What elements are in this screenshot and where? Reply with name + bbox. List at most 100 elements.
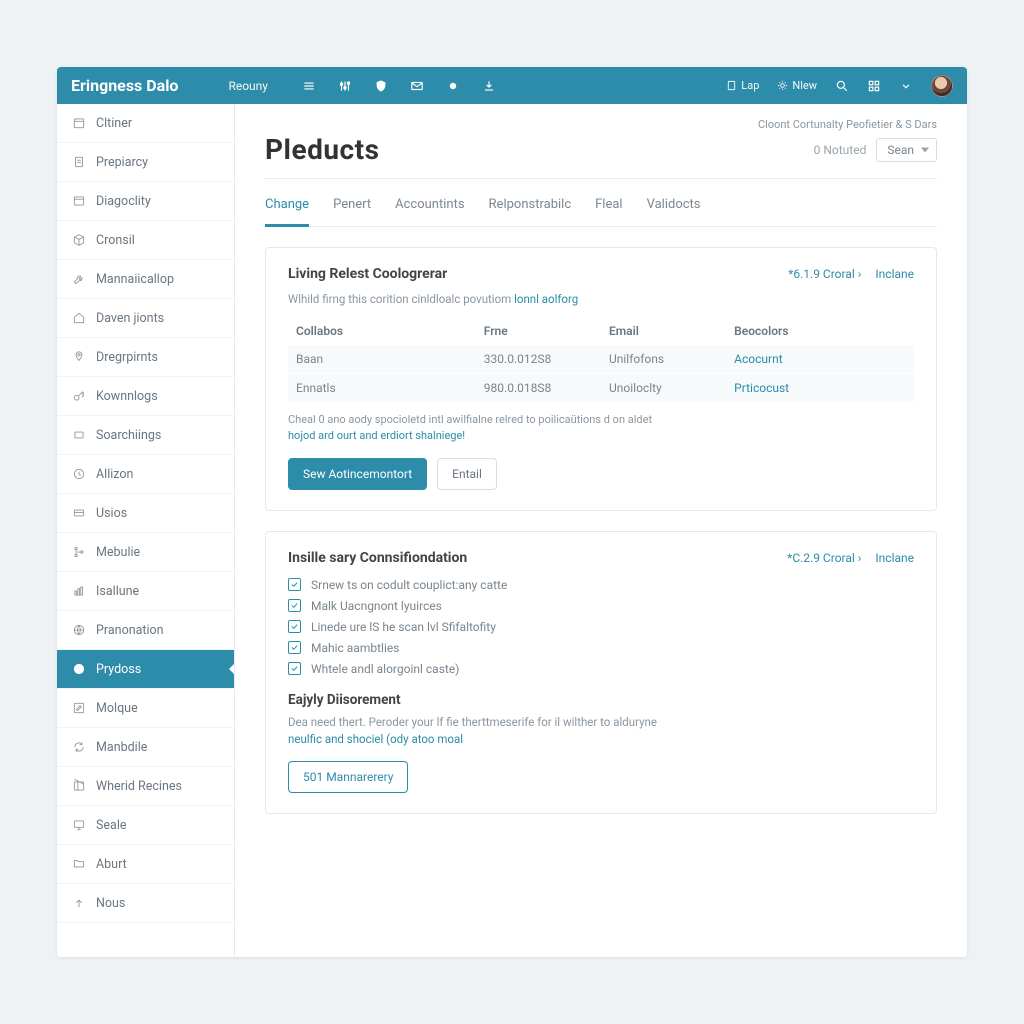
chevron-down-icon[interactable]: [899, 79, 913, 93]
rect-icon: [71, 428, 86, 443]
table-icon: [71, 779, 86, 794]
card1-title: Living Relest Coologrerar: [288, 266, 447, 282]
sidebar-item-diagoclity[interactable]: Diagoclity: [57, 182, 234, 221]
sidebar: Cltiner Prepiarcy Diagoclity Cronsil Man…: [57, 104, 235, 957]
page-title: Pleducts: [265, 133, 379, 166]
menu-icon[interactable]: [302, 79, 316, 93]
tab-relponstrabilc[interactable]: Relponstrabilc: [489, 183, 572, 227]
card1-note-link[interactable]: hojod ard ourt and erdiort shalniege!: [288, 429, 465, 442]
card2-subtext: Dea need thert. Peroder your lf fie ther…: [288, 714, 914, 747]
check-item: Srnew ts on codult couplict:any catte: [288, 578, 914, 592]
sidebar-item-aburt[interactable]: Aburt: [57, 845, 234, 884]
sidebar-item-isallune[interactable]: Isallune: [57, 572, 234, 611]
checkbox[interactable]: [288, 599, 301, 612]
card1-inclane-link[interactable]: Inclane: [875, 267, 914, 281]
card2-meta: *C.2.9 Croral › Inclane: [787, 551, 914, 565]
sew-aotincemontort-button[interactable]: Sew Aotincemontort: [288, 458, 427, 490]
tab-fleal[interactable]: Fleal: [595, 183, 622, 227]
sidebar-item-allizon[interactable]: Allizon: [57, 455, 234, 494]
search-icon[interactable]: [835, 79, 849, 93]
tab-accountints[interactable]: Accountints: [395, 183, 464, 227]
calendar-icon: [71, 116, 86, 131]
sidebar-item-cltiner[interactable]: Cltiner: [57, 104, 234, 143]
globe-icon: [71, 623, 86, 638]
mannarerery-button[interactable]: 501 Mannarerery: [288, 761, 408, 793]
tab-change[interactable]: Change: [265, 183, 309, 227]
checkbox[interactable]: [288, 641, 301, 654]
card2-header: Insille sary Connsifiondation *C.2.9 Cro…: [288, 550, 914, 566]
download-icon[interactable]: [482, 79, 496, 93]
edit-icon: [71, 701, 86, 716]
window-icon: [71, 194, 86, 209]
shield-icon[interactable]: [374, 79, 388, 93]
avatar[interactable]: [931, 75, 953, 97]
entail-button[interactable]: Entail: [437, 458, 497, 490]
row1-link[interactable]: Prticocust: [726, 374, 914, 403]
sidebar-item-nous[interactable]: Nous: [57, 884, 234, 923]
tabs: Change Penert Accountints Relponstrabilc…: [265, 183, 937, 227]
sidebar-item-mebulie[interactable]: Mebulie: [57, 533, 234, 572]
sidebar-item-usios[interactable]: Usios: [57, 494, 234, 533]
circle-icon[interactable]: [446, 79, 460, 93]
checkbox[interactable]: [288, 620, 301, 633]
col-beocolors: Beocolors: [726, 318, 914, 345]
table-row: Baan 330.0.012S8 Unilfofons Acocurnt: [288, 345, 914, 374]
card2-inclane-link[interactable]: Inclane: [875, 551, 914, 565]
card2-stat: *C.2.9 Croral ›: [787, 551, 861, 565]
col-email: Email: [601, 318, 726, 345]
sidebar-item-mannaiicallop[interactable]: Mannaiicallop: [57, 260, 234, 299]
key-icon: [71, 389, 86, 404]
check-item: Malk Uacngnont lyuirces: [288, 599, 914, 613]
card1-buttons: Sew Aotincemontort Entail: [288, 458, 914, 490]
wrench-icon: [71, 272, 86, 287]
col-collabos: Collabos: [288, 318, 476, 345]
up-icon: [71, 896, 86, 911]
sidebar-item-seale[interactable]: Seale: [57, 806, 234, 845]
main-content: Cloont Cortunalty Peofietier & S Dars Pl…: [235, 104, 967, 957]
card-insille-sary: Insille sary Connsifiondation *C.2.9 Cro…: [265, 531, 937, 814]
sort-select[interactable]: Sean: [876, 138, 937, 162]
cube-icon: [71, 233, 86, 248]
topbar-lap[interactable]: Lap: [726, 79, 759, 92]
check-item: Linede ure lS he scan lvl Sfifaltofity: [288, 620, 914, 634]
card-icon: [71, 506, 86, 521]
sidebar-item-prydoss[interactable]: Prydoss: [57, 650, 234, 689]
grid-icon[interactable]: [867, 79, 881, 93]
sidebar-item-pranonation[interactable]: Pranonation: [57, 611, 234, 650]
folder-icon: [71, 857, 86, 872]
card1-sub-link[interactable]: lonnl aolforg: [514, 292, 578, 306]
card2-subtitle: Eajyly Diisorement: [288, 692, 914, 708]
sidebar-item-kownnlogs[interactable]: Kownnlogs: [57, 377, 234, 416]
topbar-icon-row: [302, 79, 496, 93]
check-item: Mahic aambtlies: [288, 641, 914, 655]
sidebar-item-prepiarcy[interactable]: Prepiarcy: [57, 143, 234, 182]
checkbox[interactable]: [288, 662, 301, 675]
card1-meta: *6.1.9 Croral › Inclane: [788, 267, 914, 281]
tab-penert[interactable]: Penert: [333, 183, 371, 227]
card1-header: Living Relest Coologrerar *6.1.9 Croral …: [288, 266, 914, 282]
sidebar-item-wherid[interactable]: Wherid Recines: [57, 767, 234, 806]
card1-sub: Wlhild firng this corition cinldloalc po…: [288, 292, 914, 306]
title-meta: 0 Notuted: [814, 143, 867, 157]
row0-link[interactable]: Acocurnt: [726, 345, 914, 374]
mail-icon[interactable]: [410, 79, 424, 93]
sidebar-item-daven[interactable]: Daven jionts: [57, 299, 234, 338]
check-item: Whtele andl alorgoinl caste): [288, 662, 914, 676]
topbar-new[interactable]: Nlew: [777, 79, 817, 92]
topbar-item-reouny[interactable]: Reouny: [228, 79, 268, 93]
branch-icon: [71, 545, 86, 560]
sidebar-item-molque[interactable]: Molque: [57, 689, 234, 728]
card2-checklist: Srnew ts on codult couplict:any catte Ma…: [288, 578, 914, 676]
card2-sub-link[interactable]: neulfic and shociel (ody atoo moal: [288, 732, 463, 746]
sidebar-item-soarchiings[interactable]: Soarchiings: [57, 416, 234, 455]
checkbox[interactable]: [288, 578, 301, 591]
sidebar-item-cronsil[interactable]: Cronsil: [57, 221, 234, 260]
title-right: 0 Notuted Sean: [814, 138, 937, 162]
table-row: Ennatls 980.0.018S8 Unoiloclty Prticocus…: [288, 374, 914, 403]
brand-logo[interactable]: Eringness Dalo: [71, 76, 178, 95]
sidebar-item-dregrpirnts[interactable]: Dregrpirnts: [57, 338, 234, 377]
sliders-icon[interactable]: [338, 79, 352, 93]
sidebar-item-manbdile[interactable]: Manbdile: [57, 728, 234, 767]
tab-validocts[interactable]: Validocts: [647, 183, 701, 227]
pin-icon: [71, 350, 86, 365]
